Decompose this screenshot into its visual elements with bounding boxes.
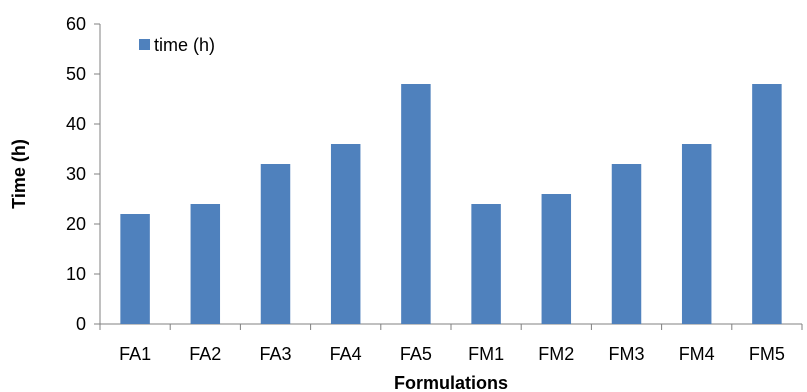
- bar-fa3: [260, 164, 291, 324]
- bar-fm4: [681, 144, 712, 324]
- y-tick-label: 50: [66, 64, 86, 84]
- bar-fm1: [471, 204, 501, 324]
- x-tick-label: FM3: [609, 344, 645, 364]
- y-tick-label: 0: [76, 314, 86, 334]
- bars: [120, 84, 782, 324]
- y-tick-label: 40: [66, 114, 86, 134]
- x-tick-label: FM4: [679, 344, 715, 364]
- y-axis: 0 10 20 30 40 50 60: [66, 14, 101, 334]
- x-tick-label: FM5: [749, 344, 785, 364]
- bar-fa5: [401, 84, 431, 324]
- x-tick-label: FA5: [400, 344, 432, 364]
- y-tick-label: 30: [66, 164, 86, 184]
- bar-fm3: [611, 164, 642, 324]
- y-tick-label: 20: [66, 214, 86, 234]
- legend-label: time (h): [154, 35, 215, 55]
- y-tick-label: 10: [66, 264, 86, 284]
- x-tick-label: FA2: [189, 344, 221, 364]
- x-tick-label: FA4: [330, 344, 362, 364]
- x-axis-title: Formulations: [394, 373, 508, 392]
- x-tick-label: FA3: [259, 344, 291, 364]
- x-tick-label: FM1: [468, 344, 504, 364]
- bar-fa2: [190, 204, 221, 324]
- bar-fa1: [120, 214, 150, 324]
- bar-fm5: [752, 84, 782, 324]
- x-tick-label: FM2: [538, 344, 574, 364]
- y-tick-label: 60: [66, 14, 86, 34]
- legend-swatch: [139, 39, 150, 50]
- x-axis: FA1 FA2 FA3 FA4 FA5 FM1 FM2 FM3 FM4 FM5: [99, 323, 803, 364]
- bar-fm2: [541, 194, 572, 324]
- x-tick-label: FA1: [119, 344, 151, 364]
- bar-fa4: [330, 144, 361, 324]
- legend: time (h): [139, 35, 215, 55]
- y-axis-title: Time (h): [9, 139, 29, 209]
